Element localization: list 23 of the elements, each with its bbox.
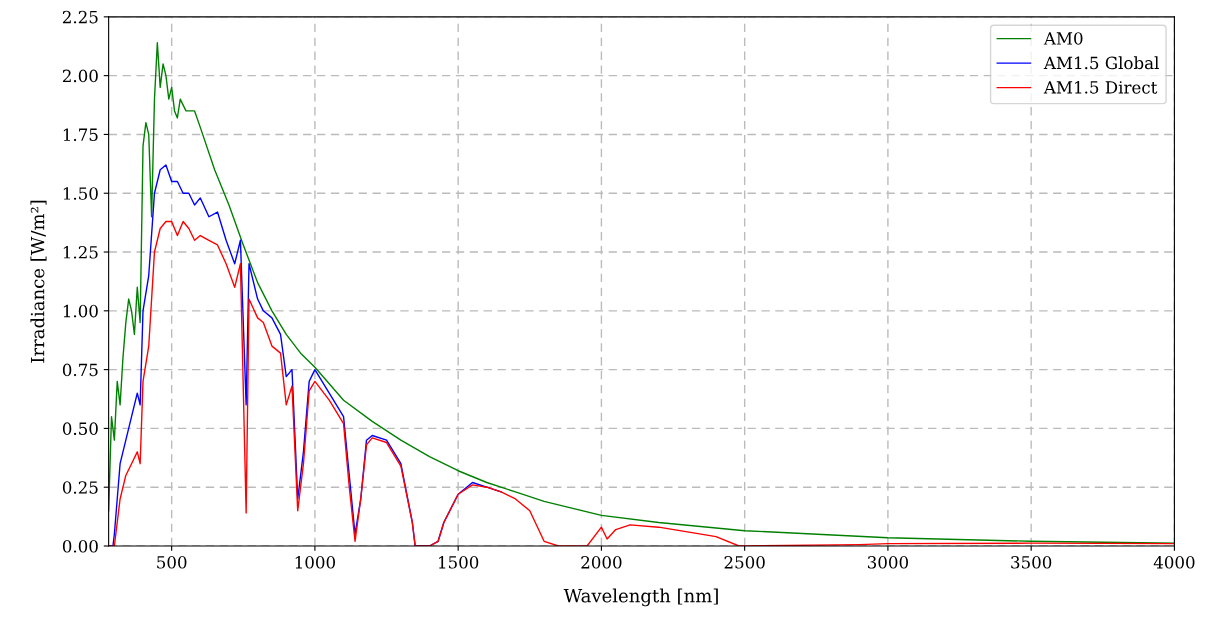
y-tick-label: 1.00 [63,304,98,318]
x-tick-label: 500 [157,556,187,569]
x-tick-label: 3000 [867,556,909,569]
y-tick-label: 0.75 [62,363,98,377]
y-tick-label: 0.25 [62,481,98,494]
y-tick-label: 1.25 [63,245,98,259]
y-tick-label: 2.25 [62,10,98,24]
legend-label: AM1.5 Direct [1043,81,1158,94]
x-tick-label: 2500 [724,556,765,569]
legend-label: AM1.5 Global [1043,56,1159,70]
y-tick-label: 2.00 [62,69,98,83]
legend-label: AM0 [1043,32,1083,45]
x-tick-label: 4000 [1153,556,1195,569]
y-tick-label: 1.50 [63,187,98,200]
x-tick-label: 3500 [1011,556,1052,569]
x-tick-label: 2000 [581,556,622,569]
x-axis-title: Wavelength [nm] [563,588,718,607]
x-tick-label: 1000 [295,556,336,569]
y-tick-label: 0.00 [62,539,98,553]
y-axis-title: Irradiance [W/m²] [30,200,47,363]
y-tick-label: 0.50 [62,422,98,435]
y-tick-label: 1.75 [63,128,98,142]
x-tick-label: 1500 [438,556,479,569]
